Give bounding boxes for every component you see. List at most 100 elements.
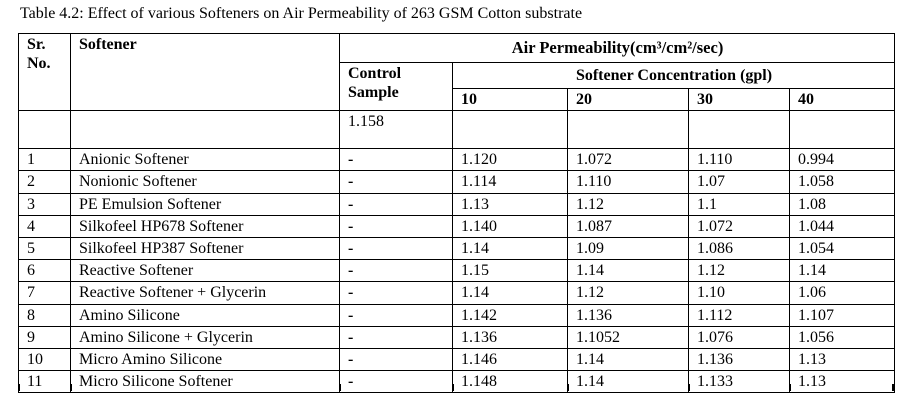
value-cell-40: 1.13 bbox=[789, 370, 895, 394]
header-air-permeability: Air Permeability(cm³/cm²/sec) bbox=[339, 33, 895, 63]
softener-name-cell: Anionic Softener bbox=[70, 148, 340, 172]
value-cell-30: 1.12 bbox=[688, 259, 790, 283]
value-cell-40: 1.13 bbox=[789, 347, 895, 372]
empty-cell bbox=[688, 110, 790, 150]
value-cell-20: 1.12 bbox=[567, 281, 689, 305]
value-cell-40: 0.994 bbox=[789, 148, 895, 172]
control-sample-value: 1.158 bbox=[339, 110, 453, 150]
table-row: 4 Silkofeel HP678 Softener -1.140 1.087 1.07… bbox=[18, 214, 895, 238]
header-softener: Softener bbox=[70, 32, 340, 112]
border-stub bbox=[339, 384, 341, 391]
header-concentration-10: 10 bbox=[452, 87, 568, 112]
softener-name-cell: Nonionic Softener bbox=[70, 170, 340, 194]
table-row: 1 Anionic Softener -1.120 1.072 1.110 0.994 bbox=[18, 148, 895, 172]
header-concentration-40: 40 bbox=[789, 87, 895, 112]
value-cell-10: 1.14 bbox=[452, 281, 568, 305]
control-dash-cell: - bbox=[339, 214, 453, 238]
softener-name-cell: Reactive Softener bbox=[70, 259, 340, 283]
table-caption: Table 4.2: Effect of various Softeners o… bbox=[20, 5, 583, 22]
value-cell-30: 1.086 bbox=[688, 236, 790, 261]
border-stub bbox=[18, 384, 20, 391]
sr-no-cell: 5 bbox=[18, 236, 71, 261]
value-cell-10: 1.140 bbox=[452, 214, 568, 238]
value-cell-10: 1.114 bbox=[452, 170, 568, 194]
value-cell-20: 1.14 bbox=[567, 259, 689, 283]
border-stub bbox=[789, 384, 791, 391]
border-stub bbox=[892, 384, 894, 391]
value-cell-30: 1.072 bbox=[688, 214, 790, 238]
value-cell-10: 1.142 bbox=[452, 303, 568, 327]
value-cell-30: 1.133 bbox=[688, 370, 790, 394]
control-sample-row: 1.158 bbox=[18, 110, 895, 150]
table-row: 2 Nonionic Softener -1.114 1.110 1.07 1.058 bbox=[18, 170, 895, 194]
control-dash-cell: - bbox=[339, 148, 453, 172]
control-dash-cell: - bbox=[339, 170, 453, 194]
table-row: 9 Amino Silicone + Glycerin -1.136 1.1052 1.… bbox=[18, 325, 895, 349]
header-control-sample: Control Sample bbox=[339, 61, 453, 112]
value-cell-40: 1.107 bbox=[789, 303, 895, 327]
empty-cell bbox=[18, 110, 71, 150]
softener-name-cell: Silkofeel HP387 Softener bbox=[70, 236, 340, 261]
control-dash-cell: - bbox=[339, 192, 453, 216]
header-concentration-30: 30 bbox=[688, 87, 790, 112]
value-cell-30: 1.1 bbox=[688, 192, 790, 216]
header-sr-no: Sr. No. bbox=[18, 32, 71, 112]
control-dash-cell: - bbox=[339, 259, 453, 283]
value-cell-20: 1.136 bbox=[567, 303, 689, 327]
sr-no-cell: 2 bbox=[18, 170, 71, 194]
value-cell-30: 1.076 bbox=[688, 325, 790, 349]
table-row: 8 Amino Silicone -1.142 1.136 1.112 1.107 bbox=[18, 303, 895, 327]
sr-no-cell: 4 bbox=[18, 214, 71, 238]
border-stub bbox=[452, 384, 454, 391]
softener-name-cell: Micro Amino Silicone bbox=[70, 347, 340, 372]
value-cell-40: 1.08 bbox=[789, 192, 895, 216]
control-dash-cell: - bbox=[339, 303, 453, 327]
softener-name-cell: Amino Silicone bbox=[70, 303, 340, 327]
value-cell-20: 1.1052 bbox=[567, 325, 689, 349]
sr-no-cell: 10 bbox=[18, 347, 71, 372]
value-cell-20: 1.14 bbox=[567, 347, 689, 372]
softener-name-cell: PE Emulsion Softener bbox=[70, 192, 340, 216]
header-row-2: Control Sample Softener Concentration (g… bbox=[19, 61, 895, 112]
empty-cell bbox=[789, 110, 895, 150]
table-row: 10 Micro Amino Silicone -1.146 1.14 1.136 1.1… bbox=[18, 347, 895, 372]
sr-no-cell: 11 bbox=[18, 370, 71, 394]
value-cell-10: 1.136 bbox=[452, 325, 568, 349]
header-row-1: Sr. No. Softener Air Permeability(cm³/cm… bbox=[18, 32, 895, 112]
table-row: 5 Silkofeel HP387 Softener -1.14 1.09 1.086 1… bbox=[18, 236, 895, 261]
control-dash-cell: - bbox=[339, 325, 453, 349]
value-cell-10: 1.146 bbox=[452, 347, 568, 372]
value-cell-20: 1.110 bbox=[567, 170, 689, 194]
value-cell-30: 1.136 bbox=[688, 347, 790, 372]
sr-no-cell: 3 bbox=[18, 192, 71, 216]
value-cell-10: 1.13 bbox=[452, 192, 568, 216]
sr-no-cell: 9 bbox=[18, 325, 71, 349]
value-cell-10: 1.120 bbox=[452, 148, 568, 172]
softener-name-cell: Silkofeel HP678 Softener bbox=[70, 214, 340, 238]
table-row: 11 Micro Silicone Softener -1.148 1.14 1.133… bbox=[18, 370, 895, 394]
control-dash-cell: - bbox=[339, 281, 453, 305]
control-dash-cell: - bbox=[339, 347, 453, 372]
concentration-header-row: 10 20 30 40 bbox=[19, 87, 895, 112]
value-cell-30: 1.112 bbox=[688, 303, 790, 327]
header-concentration-20: 20 bbox=[567, 87, 689, 112]
table-row: 6 Reactive Softener -1.15 1.14 1.12 1.14 bbox=[18, 259, 895, 283]
value-cell-10: 1.15 bbox=[452, 259, 568, 283]
control-dash-cell: - bbox=[339, 236, 453, 261]
value-cell-10: 1.14 bbox=[452, 236, 568, 261]
control-dash-cell: - bbox=[339, 370, 453, 394]
air-permeability-table: Sr. No. Softener Air Permeability(cm³/cm… bbox=[18, 32, 895, 394]
value-cell-30: 1.110 bbox=[688, 148, 790, 172]
border-stub bbox=[688, 384, 690, 391]
value-cell-20: 1.072 bbox=[567, 148, 689, 172]
border-stub bbox=[567, 384, 569, 391]
sr-no-cell: 6 bbox=[18, 259, 71, 283]
value-cell-30: 1.07 bbox=[688, 170, 790, 194]
empty-cell bbox=[567, 110, 689, 150]
value-cell-40: 1.058 bbox=[789, 170, 895, 194]
value-cell-40: 1.056 bbox=[789, 325, 895, 349]
sr-no-cell: 1 bbox=[18, 148, 71, 172]
value-cell-30: 1.10 bbox=[688, 281, 790, 305]
value-cell-20: 1.14 bbox=[567, 370, 689, 394]
